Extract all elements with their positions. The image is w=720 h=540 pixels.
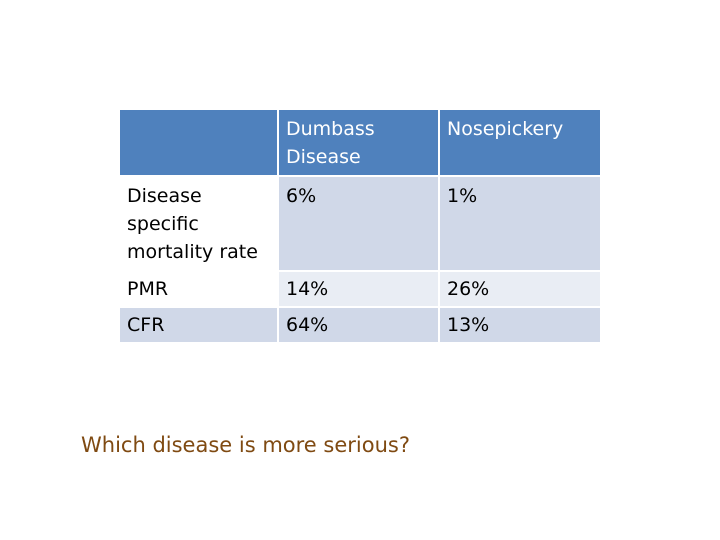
row-label-cfr: CFR [120,307,279,342]
cell-dsmr-nosepickery: 1% [439,176,600,271]
cell-cfr-dumbass: 64% [278,307,440,342]
table-row: Disease specific mortality rate 6% 1% [120,176,600,271]
table-row: PMR 14% 26% [120,271,600,307]
table-row: CFR 64% 13% [120,307,600,342]
comparison-table: Dumbass Disease Nosepickery Disease spec… [120,110,600,342]
header-cell-dumbass-disease: Dumbass Disease [278,110,440,176]
cell-cfr-nosepickery: 13% [439,307,600,342]
cell-pmr-nosepickery: 26% [439,271,600,307]
table-body: Disease specific mortality rate 6% 1% PM… [120,176,600,342]
row-label-pmr: PMR [120,271,279,307]
table-header: Dumbass Disease Nosepickery [120,110,600,176]
header-row: Dumbass Disease Nosepickery [120,110,600,176]
header-cell-nosepickery: Nosepickery [439,110,600,176]
row-label-disease-specific-mortality: Disease specific mortality rate [120,176,279,271]
header-cell-empty [120,110,279,176]
cell-pmr-dumbass: 14% [278,271,440,307]
question-text: Which disease is more serious? [81,433,410,457]
cell-dsmr-dumbass: 6% [278,176,440,271]
